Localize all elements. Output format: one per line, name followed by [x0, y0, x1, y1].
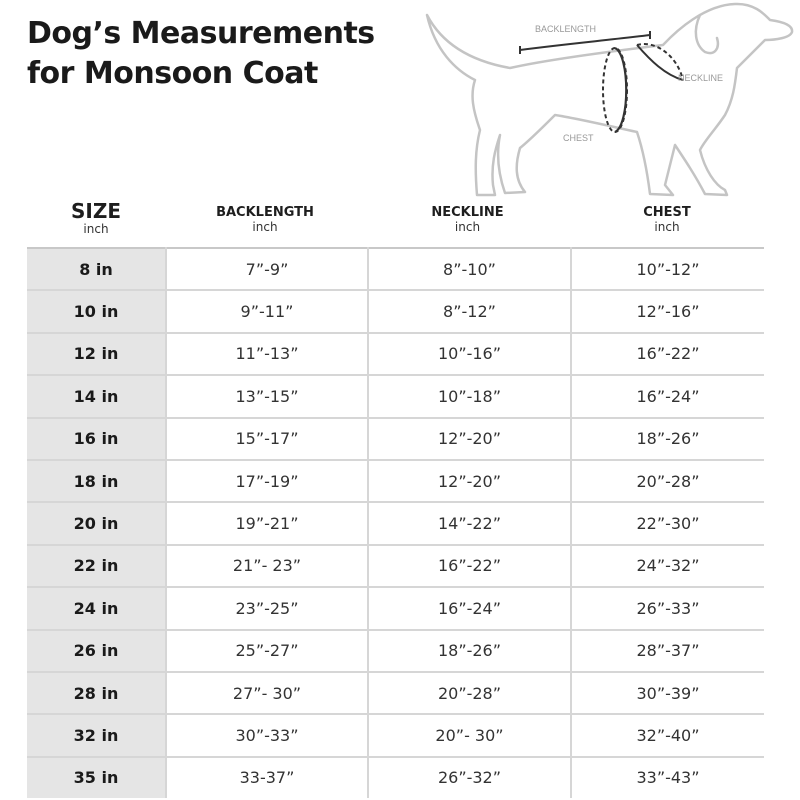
- neckline-cell: 16”-24”: [368, 586, 572, 630]
- dog-measurement-illustration: BACKLENGTH NECKLINE CHEST: [425, 2, 794, 197]
- table-row: 26 in 25”-27” 18”-26” 28”-37”: [27, 628, 764, 672]
- header-size: SIZE inch: [70, 199, 121, 236]
- backlength-cell: 21”- 23”: [166, 543, 369, 588]
- backlength-cell: 19”-21”: [166, 501, 369, 545]
- neckline-cell: 8”-10”: [368, 246, 572, 291]
- chest-cell: 10”-12”: [571, 246, 764, 291]
- backlength-measure-line: [519, 34, 651, 51]
- neckline-cell: 10”-18”: [368, 374, 572, 418]
- backlength-cell: 33-37”: [166, 755, 369, 799]
- backlength-label: BACKLENGTH: [535, 24, 596, 34]
- backlength-cell: 17”-19”: [166, 458, 369, 503]
- backlength-cell: 25”-27”: [166, 628, 369, 672]
- size-cell: 8 in: [27, 246, 167, 291]
- table-row: 16 in 15”-17” 12”-20” 18”-26”: [27, 416, 764, 460]
- table-row: 8 in 7”-9” 8”-10” 10”-12”: [27, 246, 764, 291]
- chest-cell: 22”-30”: [571, 501, 764, 545]
- chest-cell: 16”-24”: [571, 374, 764, 418]
- neckline-measure-loop: [636, 44, 684, 81]
- neckline-cell: 14”-22”: [368, 501, 572, 545]
- backlength-cell: 11”-13”: [166, 331, 369, 376]
- chest-cell: 28”-37”: [571, 628, 764, 672]
- backlength-cell: 27”- 30”: [166, 670, 369, 715]
- chest-cell: 20”-28”: [571, 458, 764, 503]
- chest-cell: 30”-39”: [571, 670, 764, 715]
- table-row: 32 in 30”-33” 20”- 30” 32”-40”: [27, 713, 764, 757]
- size-cell: 28 in: [27, 670, 167, 715]
- neckline-label: NECKLINE: [678, 73, 723, 83]
- chest-label: CHEST: [563, 133, 594, 143]
- size-cell: 20 in: [27, 501, 167, 545]
- size-cell: 35 in: [27, 755, 167, 799]
- table-row: 20 in 19”-21” 14”-22” 22”-30”: [27, 501, 764, 545]
- chest-cell: 12”-16”: [571, 289, 764, 333]
- table-row: 18 in 17”-19” 12”-20” 20”-28”: [27, 458, 764, 503]
- table-row: 10 in 9”-11” 8”-12” 12”-16”: [27, 289, 764, 333]
- neckline-cell: 8”-12”: [368, 289, 572, 333]
- size-cell: 18 in: [27, 458, 167, 503]
- table-row: 14 in 13”-15” 10”-18” 16”-24”: [27, 374, 764, 418]
- chest-cell: 24”-32”: [571, 543, 764, 588]
- neckline-cell: 10”-16”: [368, 331, 572, 376]
- backlength-cell: 23”-25”: [166, 586, 369, 630]
- size-cell: 14 in: [27, 374, 167, 418]
- size-cell: 10 in: [27, 289, 167, 333]
- neckline-cell: 16”-22”: [368, 543, 572, 588]
- size-cell: 12 in: [27, 331, 167, 376]
- size-cell: 16 in: [27, 416, 167, 460]
- table-row: 12 in 11”-13” 10”-16” 16”-22”: [27, 331, 764, 376]
- chest-cell: 16”-22”: [571, 331, 764, 376]
- size-table: 8 in 7”-9” 8”-10” 10”-12” 10 in 9”-11” 8”-12” 1…: [27, 246, 764, 799]
- chest-cell: 33”-43”: [571, 755, 764, 799]
- backlength-cell: 7”-9”: [166, 246, 369, 291]
- neckline-cell: 12”-20”: [368, 458, 572, 503]
- chest-cell: 26”-33”: [571, 586, 764, 630]
- backlength-cell: 13”-15”: [166, 374, 369, 418]
- page-title: Dog’s Measurements for Monsoon Coat: [27, 14, 375, 94]
- backlength-cell: 30”-33”: [166, 713, 369, 757]
- neckline-cell: 20”- 30”: [368, 713, 572, 757]
- table-row: 22 in 21”- 23” 16”-22” 24”-32”: [27, 543, 764, 588]
- size-cell: 22 in: [27, 543, 167, 588]
- dog-outline-icon: [425, 2, 794, 197]
- table-row: 24 in 23”-25” 16”-24” 26”-33”: [27, 586, 764, 630]
- header-backlength: BACKLENGTH inch: [216, 205, 314, 235]
- title-line-1: Dog’s Measurements: [27, 16, 375, 51]
- backlength-cell: 15”-17”: [166, 416, 369, 460]
- table-row: 28 in 27”- 30” 20”-28” 30”-39”: [27, 670, 764, 715]
- size-cell: 26 in: [27, 628, 167, 672]
- neckline-cell: 20”-28”: [368, 670, 572, 715]
- chest-cell: 18”-26”: [571, 416, 764, 460]
- backlength-cell: 9”-11”: [166, 289, 369, 333]
- neckline-cell: 12”-20”: [368, 416, 572, 460]
- header-chest: CHEST inch: [643, 205, 691, 235]
- header-neckline: NECKLINE inch: [431, 205, 504, 235]
- title-line-2: for Monsoon Coat: [27, 56, 318, 91]
- table-row: 35 in 33-37” 26”-32” 33”-43”: [27, 755, 764, 799]
- size-cell: 24 in: [27, 586, 167, 630]
- neckline-cell: 18”-26”: [368, 628, 572, 672]
- size-cell: 32 in: [27, 713, 167, 757]
- neckline-cell: 26”-32”: [368, 755, 572, 799]
- chest-cell: 32”-40”: [571, 713, 764, 757]
